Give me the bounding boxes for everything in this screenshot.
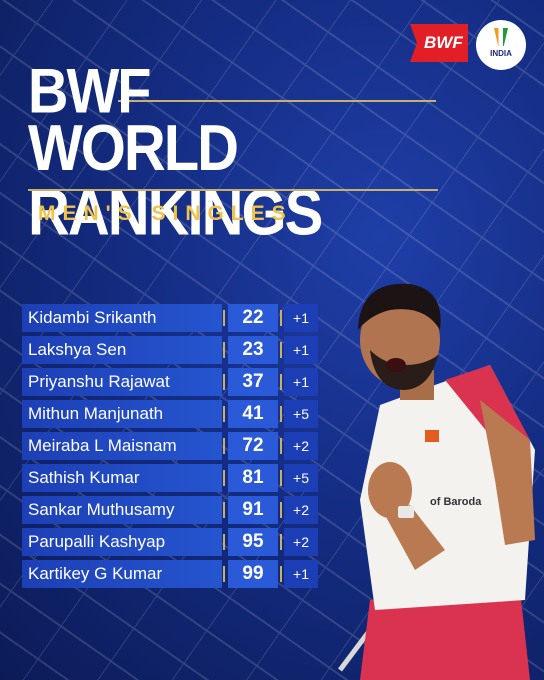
racket-icon <box>338 628 372 672</box>
player-name: Sathish Kumar <box>22 464 222 492</box>
player-rank: 81 <box>228 464 278 492</box>
rank-change: +5 <box>284 464 318 492</box>
rank-change: +1 <box>284 336 318 364</box>
divider <box>223 534 225 550</box>
rank-change: +1 <box>284 368 318 396</box>
divider <box>280 310 282 326</box>
player-name: Sankar Muthusamy <box>22 496 222 524</box>
ranking-row: Sathish Kumar 81 +5 <box>22 464 318 492</box>
rank-change: +5 <box>284 400 318 428</box>
player-rank: 22 <box>228 304 278 332</box>
player-name: Kidambi Srikanth <box>22 304 222 332</box>
bwf-logo: BWF <box>410 24 468 62</box>
rank-change: +1 <box>284 560 318 588</box>
player-rank: 95 <box>228 528 278 556</box>
divider <box>223 502 225 518</box>
ranking-row: Parupalli Kashyap 95 +2 <box>22 528 318 556</box>
player-photo: of Baroda <box>338 283 535 680</box>
player-rank: 41 <box>228 400 278 428</box>
subtitle-mens-singles: MEN'S SINGLES <box>38 202 293 225</box>
ranking-row: Kidambi Srikanth 22 +1 <box>22 304 318 332</box>
divider <box>280 502 282 518</box>
player-name: Kartikey G Kumar <box>22 560 222 588</box>
divider <box>223 406 225 422</box>
ranking-row: Priyanshu Rajawat 37 +1 <box>22 368 318 396</box>
player-name: Priyanshu Rajawat <box>22 368 222 396</box>
divider <box>223 438 225 454</box>
rank-change: +2 <box>284 528 318 556</box>
divider <box>280 342 282 358</box>
rank-change: +1 <box>284 304 318 332</box>
rank-change: +2 <box>284 496 318 524</box>
player-rank: 23 <box>228 336 278 364</box>
title-world-rankings: WORLD RANKINGS <box>28 111 323 250</box>
shirt-sponsor-text: of Baroda <box>430 496 482 508</box>
badminton-india-logo-text: INDIA <box>490 49 512 58</box>
divider <box>223 310 225 326</box>
ranking-row: Mithun Manjunath 41 +5 <box>22 400 318 428</box>
player-rank: 72 <box>228 432 278 460</box>
divider <box>223 342 225 358</box>
bwf-logo-text: BWF <box>424 33 463 52</box>
divider <box>280 406 282 422</box>
divider <box>280 438 282 454</box>
player-name: Lakshya Sen <box>22 336 222 364</box>
player-rank: 99 <box>228 560 278 588</box>
shuttlecock-icon <box>494 28 508 46</box>
player-rank: 91 <box>228 496 278 524</box>
badminton-india-logo: INDIA <box>476 20 526 70</box>
player-name: Mithun Manjunath <box>22 400 222 428</box>
player-name: Parupalli Kashyap <box>22 528 222 556</box>
title-bottom-rule <box>28 189 438 191</box>
rankings-table: Kidambi Srikanth 22 +1 Lakshya Sen 23 +1… <box>22 304 318 592</box>
divider <box>223 470 225 486</box>
divider <box>223 566 225 582</box>
ranking-row: Meiraba L Maisnam 72 +2 <box>22 432 318 460</box>
title-bwf: BWF <box>28 55 152 127</box>
ranking-row: Lakshya Sen 23 +1 <box>22 336 318 364</box>
ranking-row: Kartikey G Kumar 99 +1 <box>22 560 318 588</box>
player-rank: 37 <box>228 368 278 396</box>
title-top-rule <box>118 100 436 102</box>
divider <box>280 566 282 582</box>
player-name: Meiraba L Maisnam <box>22 432 222 460</box>
divider <box>223 374 225 390</box>
rank-change: +2 <box>284 432 318 460</box>
ranking-row: Sankar Muthusamy 91 +2 <box>22 496 318 524</box>
divider <box>280 374 282 390</box>
divider <box>280 534 282 550</box>
divider <box>280 470 282 486</box>
